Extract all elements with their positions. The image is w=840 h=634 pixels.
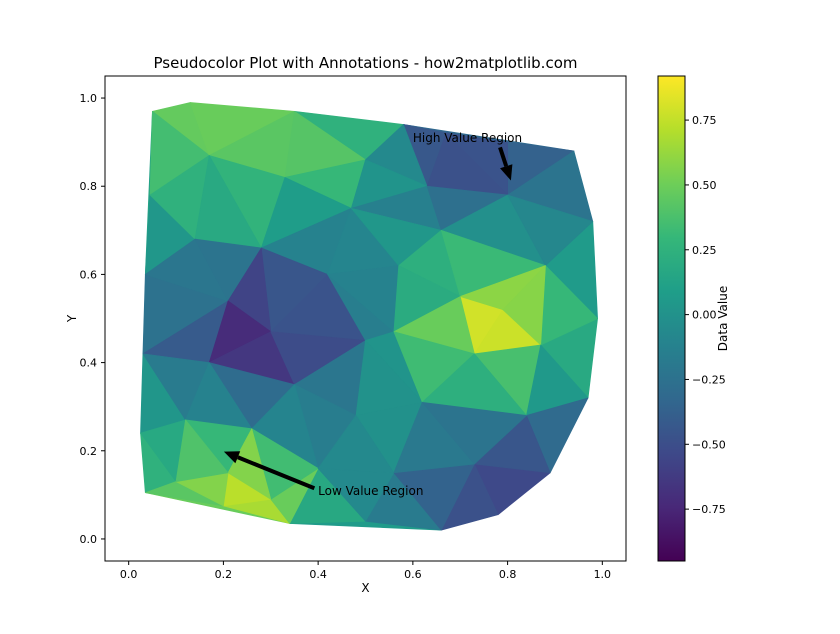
colorbar-tick-label: 0.50 [692,179,717,192]
mesh-triangle [421,401,527,465]
x-tick-label: 1.0 [594,568,612,581]
y-tick-label: 0.0 [80,533,98,546]
y-tick-label: 0.8 [80,180,98,193]
annotation-arrow-shaft [237,455,316,491]
mesh-triangle [507,194,594,266]
tripcolor-mesh [140,102,598,531]
colorbar-label: Data Value [716,286,730,351]
annotation-arrow-shaft [498,146,509,167]
colorbar-tick-label: −0.25 [692,373,726,386]
colorbar-tick-label: −0.75 [692,503,726,516]
colorbar-tick-label: 0.25 [692,244,717,257]
mesh-triangle [502,265,546,346]
annotations-layer: High Value Region Low Value Region [223,131,522,498]
annotation-text: High Value Region [413,131,522,145]
y-tick-label: 1.0 [80,92,98,105]
y-axis-label: Y [65,314,79,323]
colorbar-tick-label: 0.00 [692,309,717,322]
colorbar-tick-label: 0.75 [692,114,717,127]
x-tick-label: 0.4 [309,568,327,581]
y-tick-label: 0.4 [80,357,98,370]
mesh-triangle [175,419,229,482]
x-tick-label: 0.8 [499,568,517,581]
x-axis-ticks: 0.0 0.2 0.4 0.6 0.8 1.0 [120,561,611,581]
colorbar [658,76,685,561]
x-tick-label: 0.2 [215,568,233,581]
colorbar-tick-label: −0.50 [692,438,726,451]
x-axis-label: X [361,581,369,595]
annotation-arrow-head [223,451,241,464]
colorbar-outline [657,75,686,562]
mesh-triangle [317,415,395,474]
y-tick-label: 0.6 [80,268,98,281]
plot-title: Pseudocolor Plot with Annotations - how2… [154,54,578,72]
axes-border [104,75,627,562]
y-axis-ticks: 0.0 0.2 0.4 0.6 0.8 1.0 [80,92,105,546]
y-tick-label: 0.2 [80,445,98,458]
x-tick-label: 0.0 [120,568,138,581]
colorbar-ticks: 0.75 0.50 0.25 0.00 −0.25 −0.50 −0.75 [685,114,726,516]
annotation-arrow-head [500,164,513,181]
annotation-text: Low Value Region [318,484,423,498]
x-tick-label: 0.6 [404,568,422,581]
